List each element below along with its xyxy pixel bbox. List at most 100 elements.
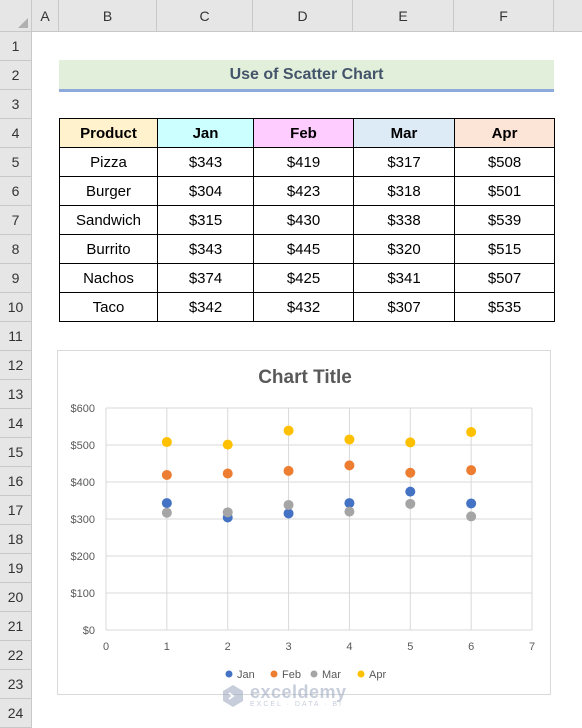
price-cell[interactable]: $445 bbox=[253, 234, 354, 264]
row-header-15[interactable]: 15 bbox=[0, 438, 32, 467]
column-header-a[interactable]: A bbox=[32, 0, 59, 32]
point-apr[interactable] bbox=[283, 425, 294, 436]
row-header-5[interactable]: 5 bbox=[0, 148, 32, 177]
watermark-sub: EXCEL · DATA · BI bbox=[250, 701, 343, 708]
price-cell[interactable]: $432 bbox=[253, 292, 354, 322]
point-feb[interactable] bbox=[405, 467, 416, 478]
price-cell[interactable]: $374 bbox=[157, 263, 254, 293]
row-header-12[interactable]: 12 bbox=[0, 351, 32, 380]
row-header-4[interactable]: 4 bbox=[0, 119, 32, 148]
row-header-3[interactable]: 3 bbox=[0, 90, 32, 119]
product-cell[interactable]: Pizza bbox=[59, 147, 158, 177]
product-cell[interactable]: Taco bbox=[59, 292, 158, 322]
price-cell[interactable]: $535 bbox=[454, 292, 555, 322]
product-cell[interactable]: Nachos bbox=[59, 263, 158, 293]
legend-label-mar[interactable]: Mar bbox=[322, 669, 341, 681]
price-cell[interactable]: $419 bbox=[253, 147, 354, 177]
point-feb[interactable] bbox=[222, 468, 233, 479]
price-cell[interactable]: $315 bbox=[157, 205, 254, 235]
legend-marker-mar bbox=[310, 670, 318, 678]
row-header-6[interactable]: 6 bbox=[0, 177, 32, 206]
point-mar[interactable] bbox=[466, 511, 477, 522]
price-cell[interactable]: $508 bbox=[454, 147, 555, 177]
header-mar[interactable]: Mar bbox=[353, 118, 455, 148]
point-jan[interactable] bbox=[283, 508, 294, 519]
price-cell[interactable]: $507 bbox=[454, 263, 555, 293]
row-header-13[interactable]: 13 bbox=[0, 380, 32, 409]
column-header-g[interactable] bbox=[554, 0, 582, 32]
point-apr[interactable] bbox=[405, 437, 416, 448]
header-feb[interactable]: Feb bbox=[253, 118, 354, 148]
point-mar[interactable] bbox=[283, 499, 294, 510]
select-all-corner[interactable] bbox=[0, 0, 32, 32]
row-header-18[interactable]: 18 bbox=[0, 525, 32, 554]
price-cell[interactable]: $341 bbox=[353, 263, 455, 293]
header-product[interactable]: Product bbox=[59, 118, 158, 148]
price-cell[interactable]: $501 bbox=[454, 176, 555, 206]
row-header-14[interactable]: 14 bbox=[0, 409, 32, 438]
row-header-10[interactable]: 10 bbox=[0, 293, 32, 322]
price-cell[interactable]: $343 bbox=[157, 147, 254, 177]
header-jan[interactable]: Jan bbox=[157, 118, 254, 148]
point-mar[interactable] bbox=[405, 498, 416, 509]
row-header-9[interactable]: 9 bbox=[0, 264, 32, 293]
price-cell[interactable]: $515 bbox=[454, 234, 555, 264]
point-mar[interactable] bbox=[344, 506, 355, 517]
point-feb[interactable] bbox=[466, 465, 477, 476]
price-cell[interactable]: $338 bbox=[353, 205, 455, 235]
price-cell[interactable]: $304 bbox=[157, 176, 254, 206]
row-header-21[interactable]: 21 bbox=[0, 612, 32, 641]
data-table: Product Jan Feb Mar Apr Pizza $343 $419 $31… bbox=[59, 118, 555, 322]
price-cell[interactable]: $425 bbox=[253, 263, 354, 293]
row-header-19[interactable]: 19 bbox=[0, 554, 32, 583]
point-jan[interactable] bbox=[405, 486, 416, 497]
row-header-11[interactable]: 11 bbox=[0, 322, 32, 351]
column-header-b[interactable]: B bbox=[59, 0, 157, 32]
row-header-8[interactable]: 8 bbox=[0, 235, 32, 264]
column-header-e[interactable]: E bbox=[353, 0, 454, 32]
point-feb[interactable] bbox=[283, 465, 294, 476]
price-cell[interactable]: $307 bbox=[353, 292, 455, 322]
row-header-17[interactable]: 17 bbox=[0, 496, 32, 525]
price-cell[interactable]: $430 bbox=[253, 205, 354, 235]
point-feb[interactable] bbox=[344, 460, 355, 471]
legend-label-feb[interactable]: Feb bbox=[282, 669, 301, 681]
header-apr[interactable]: Apr bbox=[454, 118, 555, 148]
product-cell[interactable]: Burrito bbox=[59, 234, 158, 264]
point-feb[interactable] bbox=[161, 469, 172, 480]
point-jan[interactable] bbox=[466, 498, 477, 509]
column-header-c[interactable]: C bbox=[157, 0, 253, 32]
point-apr[interactable] bbox=[344, 434, 355, 445]
row-header-22[interactable]: 22 bbox=[0, 641, 32, 670]
product-cell[interactable]: Burger bbox=[59, 176, 158, 206]
point-jan[interactable] bbox=[161, 498, 172, 509]
product-cell[interactable]: Sandwich bbox=[59, 205, 158, 235]
point-jan[interactable] bbox=[344, 498, 355, 509]
x-tick-label: 7 bbox=[529, 641, 535, 653]
price-cell[interactable]: $320 bbox=[353, 234, 455, 264]
point-apr[interactable] bbox=[222, 439, 233, 450]
point-mar[interactable] bbox=[222, 507, 233, 518]
row-header-20[interactable]: 20 bbox=[0, 583, 32, 612]
price-cell[interactable]: $423 bbox=[253, 176, 354, 206]
scatter-chart[interactable]: Chart Title $0 $100 $200 $300 $400 $500 $600 0… bbox=[57, 350, 551, 695]
point-apr[interactable] bbox=[466, 427, 477, 438]
column-header-d[interactable]: D bbox=[253, 0, 353, 32]
row-header-23[interactable]: 23 bbox=[0, 670, 32, 699]
point-apr[interactable] bbox=[161, 437, 172, 448]
row-header-1[interactable]: 1 bbox=[0, 32, 32, 61]
row-header-7[interactable]: 7 bbox=[0, 206, 32, 235]
row-header-24[interactable]: 24 bbox=[0, 699, 32, 728]
row-header-2[interactable]: 2 bbox=[0, 61, 32, 90]
column-header-f[interactable]: F bbox=[454, 0, 554, 32]
legend-label-jan[interactable]: Jan bbox=[237, 669, 255, 681]
price-cell[interactable]: $342 bbox=[157, 292, 254, 322]
price-cell[interactable]: $317 bbox=[353, 147, 455, 177]
legend-label-apr[interactable]: Apr bbox=[369, 669, 386, 681]
point-mar[interactable] bbox=[161, 507, 172, 518]
price-cell[interactable]: $539 bbox=[454, 205, 555, 235]
price-cell[interactable]: $318 bbox=[353, 176, 455, 206]
chart-title[interactable]: Chart Title bbox=[258, 367, 352, 388]
price-cell[interactable]: $343 bbox=[157, 234, 254, 264]
row-header-16[interactable]: 16 bbox=[0, 467, 32, 496]
